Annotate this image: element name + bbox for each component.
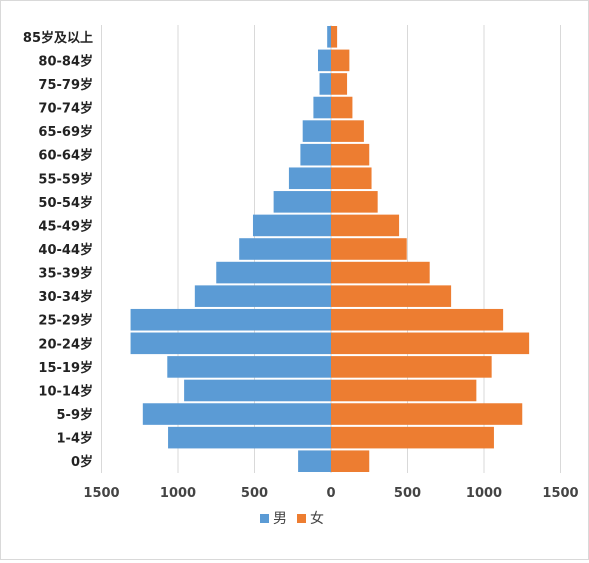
x-tick-label: 0 <box>326 486 335 501</box>
x-tick-label: 1500 <box>542 486 578 501</box>
bar-female <box>331 73 348 95</box>
bar-female <box>331 403 523 425</box>
category-label: 1-4岁 <box>57 431 94 447</box>
category-label: 85岁及以上 <box>23 30 93 46</box>
bar-female <box>331 26 338 48</box>
bar-female <box>331 285 452 307</box>
bar-female <box>331 308 504 331</box>
bar-female <box>331 143 370 166</box>
bar-male <box>130 308 331 331</box>
bar-male <box>302 120 331 142</box>
category-label: 35-39岁 <box>38 266 93 282</box>
bar-male <box>239 238 331 260</box>
bar-female <box>331 426 494 449</box>
legend-swatch-male <box>260 514 269 523</box>
bar-female <box>331 379 477 402</box>
bar-male <box>288 167 331 190</box>
x-tick-label: 1000 <box>160 486 196 501</box>
bar-male <box>317 49 331 72</box>
bar-male <box>194 285 331 307</box>
bar-female <box>331 49 350 72</box>
bar-female <box>331 238 407 260</box>
category-label: 70-74岁 <box>38 101 93 117</box>
bar-male <box>167 356 331 378</box>
legend: 男 女 <box>260 510 324 527</box>
category-label: 5-9岁 <box>57 407 94 423</box>
legend-label-female: 女 <box>310 510 324 527</box>
bar-female <box>331 191 378 213</box>
bar-male <box>216 261 331 284</box>
category-label: 80-84岁 <box>38 53 93 69</box>
bar-female <box>331 332 530 355</box>
x-tick-label: 1000 <box>466 486 502 501</box>
x-tick-label: 500 <box>394 486 421 501</box>
category-label: 45-49岁 <box>38 218 93 234</box>
category-label: 50-54岁 <box>38 195 93 211</box>
bar-male <box>300 143 331 166</box>
category-label: 0岁 <box>71 454 93 470</box>
bar-male <box>168 426 331 449</box>
bar-male <box>327 26 331 48</box>
legend-swatch-female <box>297 514 306 523</box>
bar-female <box>331 120 364 142</box>
x-tick-label: 1500 <box>83 486 119 501</box>
bar-female <box>331 450 370 472</box>
bar-male <box>313 96 331 119</box>
category-label: 40-44岁 <box>38 242 93 258</box>
x-tick-label: 500 <box>241 486 268 501</box>
category-label: 65-69岁 <box>38 124 93 140</box>
bar-male <box>273 191 331 213</box>
bar-female <box>331 261 430 284</box>
category-label: 55-59岁 <box>38 171 93 187</box>
bar-male <box>142 403 331 425</box>
bar-female <box>331 214 400 237</box>
bar-male <box>184 379 331 402</box>
category-label: 75-79岁 <box>38 77 93 93</box>
category-labels: 0岁 1-4岁 5-9岁 10-14岁 15-19岁 20-24岁 25-29岁 30-34岁… <box>23 30 93 470</box>
bar-male <box>130 332 331 355</box>
bar-male <box>319 73 331 95</box>
bar-female <box>331 356 492 378</box>
category-label: 10-14岁 <box>38 383 93 399</box>
category-label: 60-64岁 <box>38 148 93 164</box>
bars <box>130 26 530 472</box>
bar-female <box>331 96 353 119</box>
category-label: 20-24岁 <box>38 336 93 352</box>
x-axis-tick-labels: 1500 1000 500 0 500 1000 1500 <box>83 486 578 501</box>
category-label: 30-34岁 <box>38 289 93 305</box>
bar-female <box>331 167 372 190</box>
bar-male <box>298 450 331 472</box>
legend-label-male: 男 <box>273 511 287 527</box>
category-label: 15-19岁 <box>38 360 93 376</box>
bar-male <box>252 214 331 237</box>
category-label: 25-29岁 <box>38 313 93 329</box>
